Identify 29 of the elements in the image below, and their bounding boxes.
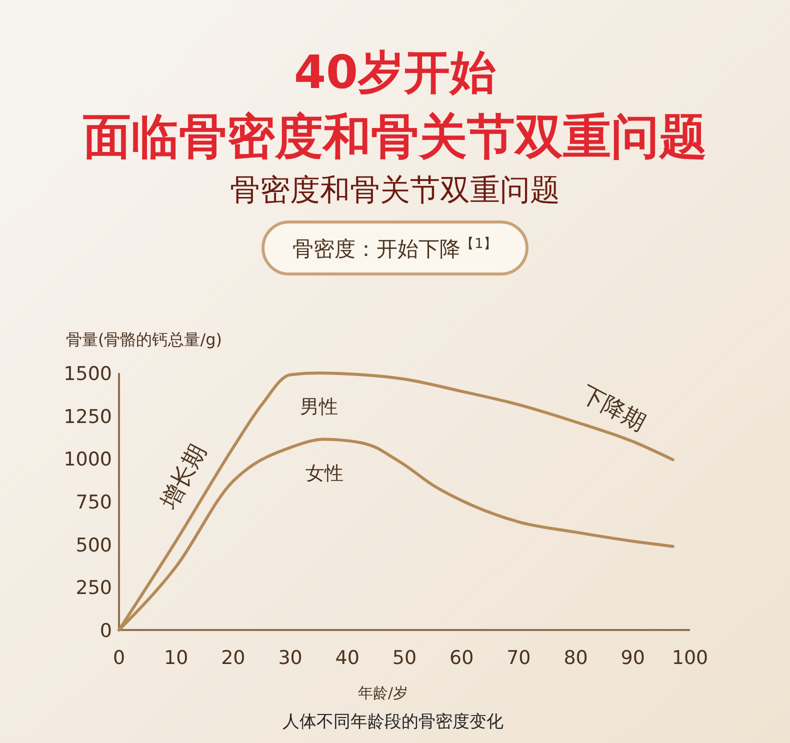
series-label: 男性 bbox=[300, 396, 338, 418]
annotation: 增长期 bbox=[156, 440, 212, 514]
y-tick-label: 1500 bbox=[64, 363, 112, 385]
x-tick-label: 40 bbox=[335, 647, 360, 669]
y-tick-label: 750 bbox=[76, 492, 112, 514]
chart-subtitle: 面临骨密度和骨关节双重问题 bbox=[83, 109, 707, 165]
text: 骨密度和骨关节双重问题 bbox=[230, 173, 560, 208]
y-tick-label: 1000 bbox=[64, 448, 112, 471]
series-label: 女性 bbox=[306, 462, 344, 484]
x-tick-label: 80 bbox=[564, 647, 588, 669]
annotation: 下降期 bbox=[576, 381, 650, 436]
text: 人体不同年龄段的骨密度变化 bbox=[282, 712, 504, 732]
x-tick-label: 20 bbox=[221, 647, 246, 669]
x-tick-label: 70 bbox=[506, 647, 531, 669]
x-axis-title: 年龄/岁 bbox=[358, 684, 408, 702]
y-tick-label: 1250 bbox=[64, 406, 112, 428]
x-tick-label: 60 bbox=[450, 647, 474, 669]
x-tick-label: 50 bbox=[392, 647, 417, 669]
x-tick-label: 0 bbox=[112, 647, 126, 669]
y-tick-label: 250 bbox=[76, 577, 112, 600]
y-axis-title: 骨量(骨骼的钙总量/g) bbox=[66, 330, 222, 349]
x-tick-label: 30 bbox=[278, 647, 302, 669]
x-tick-label: 10 bbox=[164, 647, 188, 669]
text: 骨密度：开始下降$^{【1】}$ bbox=[292, 236, 498, 261]
y-tick-label: 0 bbox=[100, 620, 112, 642]
chart-title: 40岁开始 bbox=[294, 45, 496, 99]
y-tick-label: 500 bbox=[76, 534, 112, 556]
x-tick-label: 90 bbox=[620, 647, 645, 669]
x-tick-label: 100 bbox=[672, 647, 708, 669]
